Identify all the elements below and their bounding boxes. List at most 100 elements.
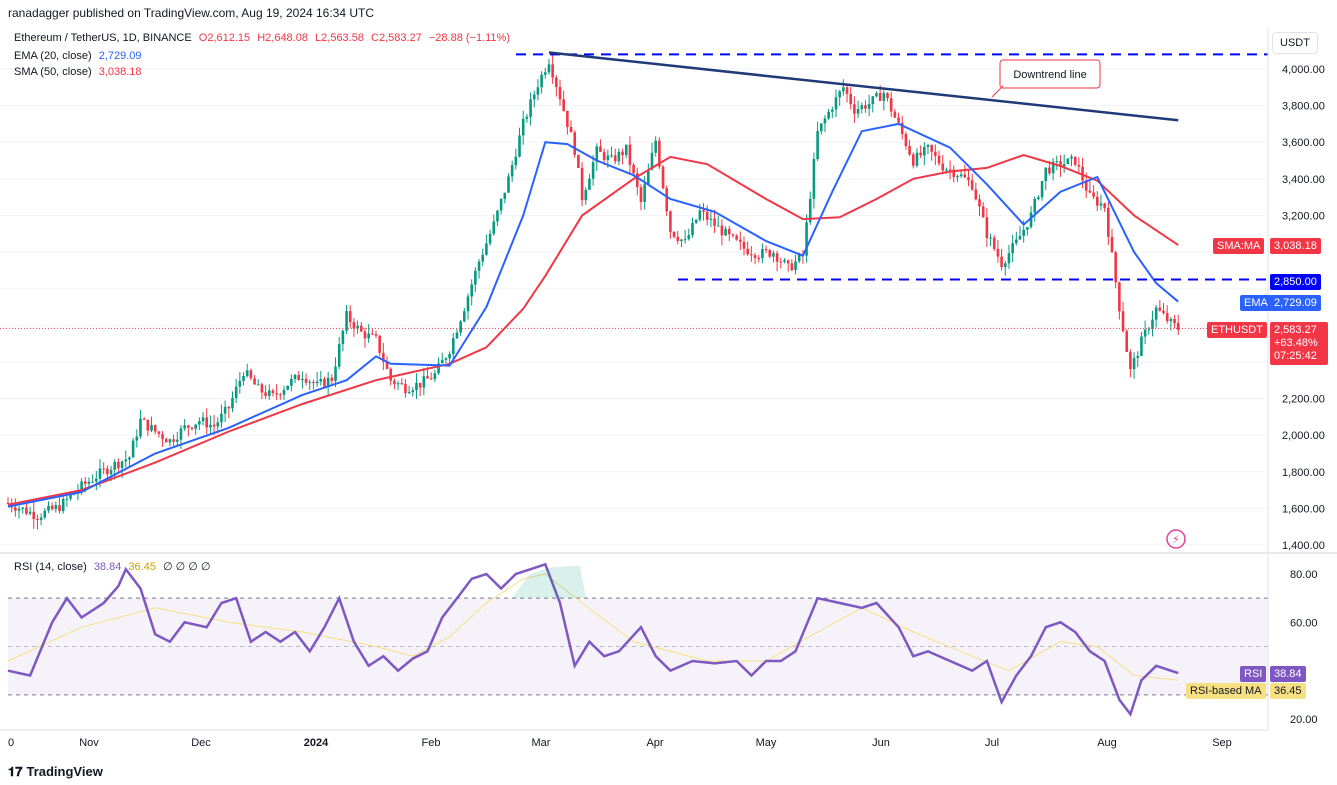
candle-body — [201, 417, 205, 422]
candle-body — [1103, 203, 1106, 208]
candle-body — [157, 431, 161, 434]
candle-body — [1011, 243, 1014, 254]
candle-body — [323, 378, 326, 387]
candle-body — [981, 206, 985, 218]
time-tick-label: 2024 — [304, 737, 329, 749]
candle-body — [518, 135, 521, 157]
price-tick-label: 1,800.00 — [1282, 467, 1325, 479]
candle-body — [959, 174, 963, 177]
candle-body — [658, 140, 661, 167]
candle-body — [17, 508, 21, 511]
candle-body — [367, 333, 370, 339]
candle-body — [102, 468, 105, 470]
lightning-icon-glyph: ⚡ — [1172, 534, 1180, 546]
candle-body — [797, 254, 801, 262]
legend-sma-row[interactable]: SMA (50, close) 3,038.18 — [14, 66, 142, 78]
candle-body — [779, 261, 783, 263]
candle-body — [451, 338, 455, 354]
candle-body — [216, 422, 220, 427]
candle-body — [669, 211, 672, 232]
candle-body — [426, 376, 429, 379]
candle-body — [359, 325, 363, 332]
candle-body — [1044, 167, 1048, 182]
candle-body — [128, 457, 131, 460]
candle-body — [1066, 158, 1070, 165]
candle-body — [142, 418, 146, 420]
currency-selector[interactable]: USDT — [1272, 32, 1318, 54]
candle-body — [919, 152, 922, 156]
candle-body — [135, 436, 139, 441]
candle-body — [838, 91, 841, 98]
candle-body — [875, 93, 878, 97]
candle-body — [315, 381, 319, 384]
candle-body — [245, 370, 249, 377]
candle-body — [415, 382, 418, 391]
candle-body — [488, 233, 492, 244]
rsi-axis: 80.00 60.00 20.00 — [1290, 569, 1318, 726]
candle-body — [1169, 318, 1173, 322]
candle-body — [819, 123, 823, 132]
ema-badge-label: EMA — [1240, 295, 1272, 311]
candle-body — [334, 366, 337, 381]
time-tick-label: Feb — [422, 737, 441, 749]
candle-body — [61, 498, 65, 512]
candle-body — [970, 180, 974, 190]
candle-body — [485, 243, 488, 255]
tradingview-logo[interactable]: 𝟏𝟕 TradingView — [8, 764, 103, 780]
candle-body — [139, 418, 142, 437]
candle-body — [150, 425, 153, 431]
candle-body — [772, 253, 775, 257]
candle-body — [514, 156, 518, 166]
candle-body — [65, 498, 69, 500]
candle-body — [308, 381, 312, 383]
candle-body — [164, 439, 168, 443]
candle-body — [908, 146, 911, 155]
candle-body — [80, 481, 83, 491]
ema-line — [7, 122, 1179, 508]
rsi-band — [8, 598, 1268, 695]
candle-body — [205, 417, 209, 428]
candle-body — [1154, 307, 1158, 320]
candle-body — [856, 108, 860, 114]
candle-body — [304, 378, 308, 383]
candle-body — [1000, 256, 1003, 268]
ohlc-low: L2,563.58 — [315, 32, 364, 44]
candle-body — [687, 235, 691, 240]
candle-body — [529, 99, 532, 117]
candle-body — [900, 122, 904, 134]
rsi-tick-label: 60.00 — [1290, 617, 1318, 629]
candle-body — [106, 468, 109, 475]
candle-body — [1092, 192, 1095, 197]
candle-body — [1176, 323, 1180, 330]
candle-body — [577, 154, 580, 168]
candle-body — [6, 502, 10, 504]
candle-body — [1114, 252, 1117, 283]
candle-body — [28, 511, 32, 514]
candle-body — [871, 96, 875, 105]
candle-body — [175, 439, 179, 442]
candle-body — [831, 109, 834, 112]
candle-body — [926, 144, 930, 147]
legend-ema-row[interactable]: EMA (20, close) 2,729.09 — [14, 50, 142, 62]
candle-body — [816, 131, 819, 160]
candle-body — [507, 176, 510, 193]
candle-body — [595, 146, 599, 163]
candle-body — [282, 389, 286, 395]
candle-body — [562, 99, 565, 111]
candle-body — [168, 439, 172, 443]
candle-body — [1003, 263, 1007, 268]
candle-body — [496, 210, 499, 222]
candle-body — [407, 392, 411, 394]
candle-body — [794, 261, 797, 271]
candle-body — [694, 219, 698, 223]
candle-body — [934, 151, 937, 156]
candle-body — [312, 381, 315, 384]
rsi-line — [7, 562, 1179, 717]
candle-body — [264, 392, 267, 396]
candle-body — [761, 249, 764, 259]
legend-rsi-row[interactable]: RSI (14, close) 38.84 36.45 ∅ ∅ ∅ ∅ — [14, 560, 211, 573]
price-tick-label: 3,200.00 — [1282, 210, 1325, 222]
candle-body — [455, 332, 459, 339]
rsi-ma-badge-label: RSI-based MA — [1186, 683, 1266, 699]
